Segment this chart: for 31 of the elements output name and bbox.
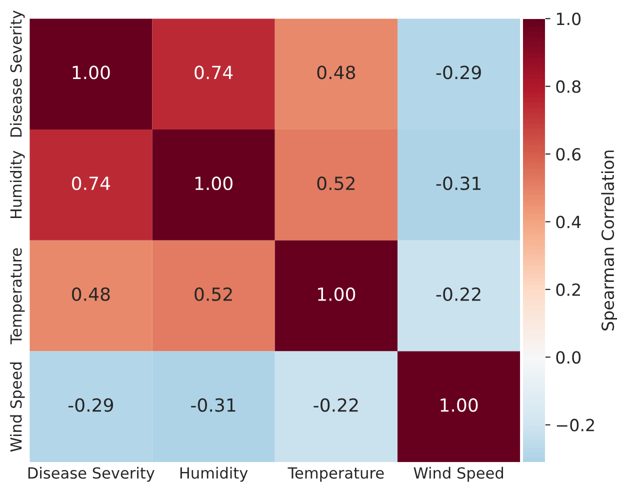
data-label: 0.74 [194,66,233,80]
data-label: 0.48 [72,287,110,302]
data-label: 1.00 [318,287,356,302]
color-bar-label: 0.2 [556,283,580,296]
color-bar-label: 0.0 [556,351,581,364]
data-label: 1.00 [440,398,478,412]
color-bar-label: 0.4 [556,216,581,228]
color-bar-label: 0.6 [556,148,581,161]
data-label: -0.31 [436,176,481,190]
data-label: -0.29 [436,66,481,80]
color-bar-label: −0.2 [556,418,594,432]
data-label: 0.52 [317,176,354,190]
data-label: 0.52 [194,287,232,302]
x-tick-label: Wind Speed [414,466,503,482]
data-label: 1.00 [72,66,110,80]
y-tick-label: Disease Severity [10,10,25,137]
y-tick-label: Humidity [10,150,25,218]
data-label: -0.31 [191,398,236,412]
data-label: 0.48 [317,66,356,80]
data-label: 1.00 [195,176,232,190]
x-tick-label: Disease Severity [28,466,154,482]
color-bar-label: 0.8 [556,80,581,93]
data-label: -0.22 [314,398,358,412]
data-label: -0.29 [68,398,114,412]
x-tick-label: Humidity [180,466,248,482]
data-label: 0.74 [72,176,110,190]
color-bar-label: 1.0 [556,12,581,26]
color-bar-title: Spearman Correlation [601,150,617,330]
data-label: -0.22 [436,287,480,302]
x-tick-label: Temperature [288,467,384,482]
y-tick-label: Temperature [10,248,25,344]
